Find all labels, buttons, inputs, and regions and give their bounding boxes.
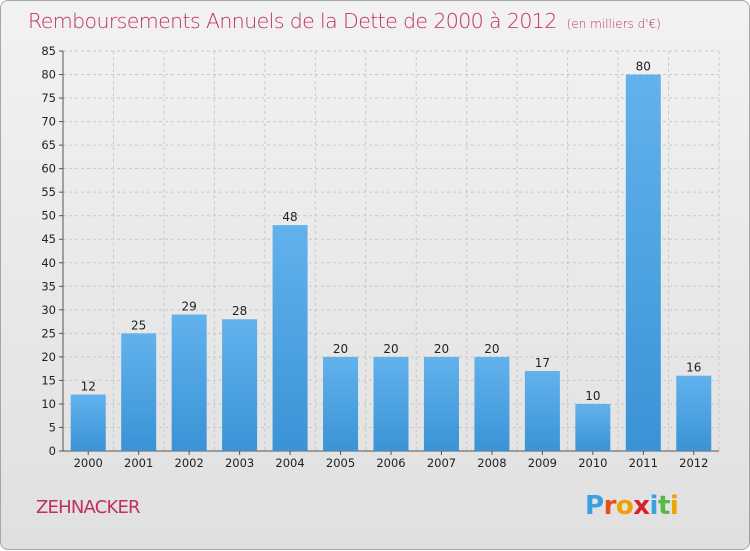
bar-value-label: 12	[81, 380, 96, 394]
chart-title-text: Remboursements Annuels de la Dette de 20…	[28, 9, 557, 33]
y-tick-label: 0	[49, 444, 56, 458]
logo-letter: x	[633, 491, 650, 521]
logo-letter: P	[585, 491, 604, 521]
logo-letter: t	[657, 491, 670, 521]
y-tick-label: 50	[41, 209, 56, 223]
y-tick-label: 55	[41, 185, 56, 199]
bars	[70, 74, 712, 451]
y-tick-label: 80	[41, 68, 56, 82]
commune-name: ZEHNACKER	[36, 497, 141, 518]
bar-value-label: 16	[686, 361, 701, 375]
y-tick-label: 40	[41, 256, 56, 270]
bar-value-label: 20	[383, 342, 398, 356]
bar-2012	[676, 375, 712, 451]
bar-2007	[423, 356, 459, 451]
y-tick-label: 15	[41, 373, 56, 387]
x-tick-label: 2009	[528, 456, 557, 470]
bar-2005	[323, 356, 359, 451]
bar-value-label: 29	[182, 300, 197, 314]
bar-2006	[373, 356, 409, 451]
y-tick-label: 25	[41, 326, 56, 340]
x-tick-label: 2003	[225, 456, 254, 470]
x-tick-label: 2001	[124, 456, 153, 470]
proxiti-logo: Proxiti	[585, 491, 679, 521]
bar-value-label: 20	[434, 342, 449, 356]
y-tick-label: 20	[41, 350, 56, 364]
y-tick-label: 30	[41, 303, 56, 317]
x-tick-label: 2007	[427, 456, 456, 470]
y-tick-label: 60	[41, 162, 56, 176]
x-tick-label: 2008	[477, 456, 506, 470]
x-tick-label: 2006	[376, 456, 405, 470]
bar-2002	[171, 314, 207, 451]
y-tick-label: 70	[41, 115, 56, 129]
bar-2001	[121, 333, 157, 451]
x-tick-label: 2011	[629, 456, 658, 470]
chart-unit: (en milliers d'€)	[566, 17, 661, 31]
bar-value-label: 17	[535, 356, 550, 370]
bar-value-label: 20	[333, 342, 348, 356]
labels: 0 5 10 15 20 25 30 35 40 45 50 55 60 65 70 75 80 85 12 2000…	[41, 44, 708, 470]
bar-2004	[272, 225, 308, 451]
y-tick-label: 75	[41, 91, 56, 105]
bar-2000	[70, 394, 106, 451]
y-tick-label: 45	[41, 232, 56, 246]
x-tick-label: 2002	[175, 456, 204, 470]
y-tick-label: 85	[41, 44, 56, 58]
bar-value-label: 28	[232, 304, 247, 318]
x-tick-label: 2012	[679, 456, 708, 470]
logo-letter: i	[649, 491, 659, 521]
y-tick-label: 65	[41, 138, 56, 152]
bar-2009	[524, 371, 560, 451]
bar-value-label: 25	[131, 318, 146, 332]
bar-value-label: 20	[484, 342, 499, 356]
chart-title: Remboursements Annuels de la Dette de 20…	[28, 9, 661, 33]
bar-value-label: 48	[282, 210, 297, 224]
logo-letter: o	[615, 491, 634, 521]
logo-letter: r	[603, 491, 617, 521]
y-tick-label: 5	[49, 420, 56, 434]
bar-2010	[575, 403, 611, 451]
x-tick-label: 2000	[74, 456, 103, 470]
bar-2008	[474, 356, 510, 451]
y-tick-label: 35	[41, 279, 56, 293]
x-tick-label: 2004	[275, 456, 304, 470]
x-tick-label: 2010	[578, 456, 607, 470]
y-tick-label: 10	[41, 397, 56, 411]
logo-letter: i	[669, 491, 679, 521]
bar-value-label: 80	[636, 60, 651, 74]
x-tick-label: 2005	[326, 456, 355, 470]
bar-2003	[222, 319, 258, 451]
bar-2011	[625, 74, 661, 451]
bar-value-label: 10	[585, 389, 600, 403]
